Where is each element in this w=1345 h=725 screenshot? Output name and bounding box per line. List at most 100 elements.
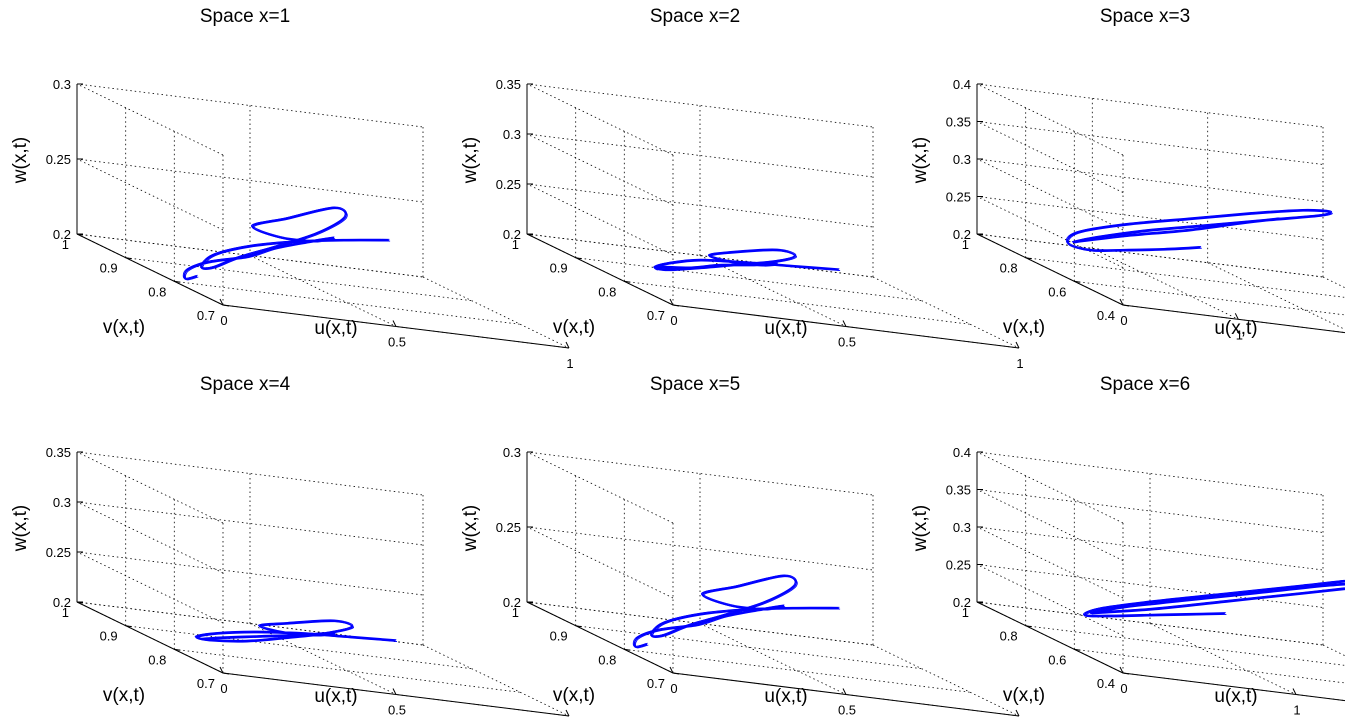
subplot-6: 0.20.250.30.350.40.40.60.81012w(x,t)v(x,… — [910, 374, 1345, 718]
x-tick-label: 0.5 — [838, 703, 856, 718]
z-tick-label: 0.2 — [503, 227, 521, 242]
z-tick-label: 0.3 — [53, 495, 71, 510]
trajectory-line — [655, 250, 841, 272]
z-tick-label: 0.25 — [946, 558, 971, 573]
x-tick-label: 1 — [1016, 356, 1023, 371]
z-axis-label: w(x,t) — [910, 137, 931, 184]
y-tick-label: 0.6 — [1048, 652, 1066, 667]
grid-line — [976, 233, 1324, 306]
y-tick-mark — [575, 625, 582, 628]
y-tick-label: 0.8 — [1000, 629, 1018, 644]
z-tick-label: 0.3 — [503, 127, 521, 142]
x-tick-mark — [219, 666, 224, 674]
trajectory-line — [633, 575, 839, 649]
y-axis-label: v(x,t) — [103, 317, 145, 338]
grid-line — [976, 83, 1324, 156]
z-tick-label: 0.4 — [953, 77, 971, 92]
y-tick-label: 0.7 — [647, 676, 665, 691]
trajectory-line — [1067, 208, 1333, 251]
z-axis-label: w(x,t) — [460, 505, 481, 552]
x-tick-label: 0 — [670, 681, 677, 696]
y-tick-label: 0.9 — [550, 261, 568, 276]
y-tick-mark — [125, 625, 132, 628]
grid-line — [249, 255, 397, 327]
y-tick-label: 0.7 — [197, 308, 215, 323]
y-tick-label: 0.8 — [148, 284, 166, 299]
subplot-title: Space x=3 — [1100, 6, 1190, 27]
grid-line — [976, 601, 1324, 674]
z-tick-label: 0.4 — [953, 445, 971, 460]
z-tick-label: 0.3 — [953, 520, 971, 535]
y-tick-mark — [672, 304, 680, 307]
x-tick-mark — [1234, 313, 1239, 320]
y-axis-line — [976, 601, 1124, 674]
y-tick-mark — [222, 672, 230, 675]
trajectory-line — [185, 208, 391, 281]
y-tick-mark — [526, 601, 534, 604]
subplot-3: 0.20.250.30.350.40.40.60.810123w(x,t)v(x… — [910, 6, 1345, 342]
y-tick-label: 1 — [62, 605, 69, 620]
y-tick-mark — [1074, 280, 1081, 283]
z-axis-label: w(x,t) — [10, 505, 31, 552]
z-tick-label: 0.25 — [496, 520, 521, 535]
trajectory-line — [1084, 579, 1345, 616]
y-tick-label: 0.8 — [148, 652, 166, 667]
subplot-title: Space x=5 — [650, 374, 740, 395]
y-tick-mark — [174, 280, 181, 283]
x-tick-mark — [669, 298, 674, 306]
x-tick-mark — [565, 341, 570, 349]
y-tick-mark — [1074, 648, 1081, 651]
grid-line — [76, 233, 424, 306]
grid-line — [699, 623, 847, 695]
z-tick-label: 0.3 — [53, 77, 71, 92]
x-tick-label: 0 — [220, 681, 227, 696]
y-tick-label: 0.9 — [100, 261, 118, 276]
y-tick-mark — [125, 257, 132, 260]
y-axis-line — [76, 233, 224, 306]
y-tick-label: 0.7 — [647, 308, 665, 323]
x-tick-label: 0 — [220, 313, 227, 328]
y-axis-line — [526, 233, 674, 306]
z-tick-label: 0.3 — [953, 152, 971, 167]
subplot-5: 0.2 0.25 0.3 0.7 0.8 0.9 1 0 0.5 1 w(x,t) v(x,t) u(x… — [460, 374, 1024, 725]
z-axis-label: w(x,t) — [10, 137, 31, 184]
y-tick-label: 0.8 — [1000, 261, 1018, 276]
x-tick-label: 0.5 — [388, 335, 406, 350]
trajectory-line — [1068, 210, 1333, 253]
x-tick-mark — [669, 666, 674, 674]
x-tick-label: 0.5 — [388, 703, 406, 718]
z-tick-label: 0.3 — [503, 445, 521, 460]
y-axis-line — [76, 601, 224, 674]
grid-line — [1322, 276, 1345, 289]
x-axis-label: u(x,t) — [1214, 318, 1257, 339]
trajectory-line — [1066, 209, 1332, 252]
y-tick-mark — [672, 672, 680, 675]
trajectory-line — [634, 574, 840, 647]
x-tick-mark — [1015, 341, 1020, 349]
grid-line — [976, 196, 1324, 268]
y-tick-mark — [1025, 257, 1032, 260]
grid-line — [1322, 644, 1345, 657]
trajectory-line — [184, 206, 390, 279]
z-axis-label: w(x,t) — [910, 505, 931, 552]
y-tick-label: 1 — [962, 237, 969, 252]
y-tick-label: 1 — [512, 237, 519, 252]
z-tick-label: 0.2 — [503, 595, 521, 610]
z-tick-label: 0.35 — [496, 77, 521, 92]
subplot-title: Space x=4 — [200, 374, 291, 395]
trajectory-line — [1085, 581, 1345, 618]
subplot-title: Space x=2 — [650, 6, 740, 27]
trajectory-line — [196, 619, 397, 641]
y-axis-label: v(x,t) — [553, 317, 595, 338]
grid-line — [699, 255, 847, 327]
subplot-2: 0.2 0.25 0.3 0.35 0.7 0.8 0.9 1 0 0.5 1 w(x,t) v(x,t… — [460, 6, 1024, 371]
subplot-4: 0.2 0.25 0.3 0.35 0.7 0.8 0.9 1 0 0.5 1 w(x,t) v(x,t… — [10, 374, 574, 725]
y-tick-mark — [624, 280, 631, 283]
grid-line — [976, 489, 1324, 561]
trajectory-line — [183, 207, 389, 281]
subplot-title: Space x=6 — [1100, 374, 1190, 395]
z-axis-label: w(x,t) — [460, 137, 481, 184]
y-axis-label: v(x,t) — [1003, 685, 1045, 706]
subplot-title: Space x=1 — [200, 6, 290, 27]
